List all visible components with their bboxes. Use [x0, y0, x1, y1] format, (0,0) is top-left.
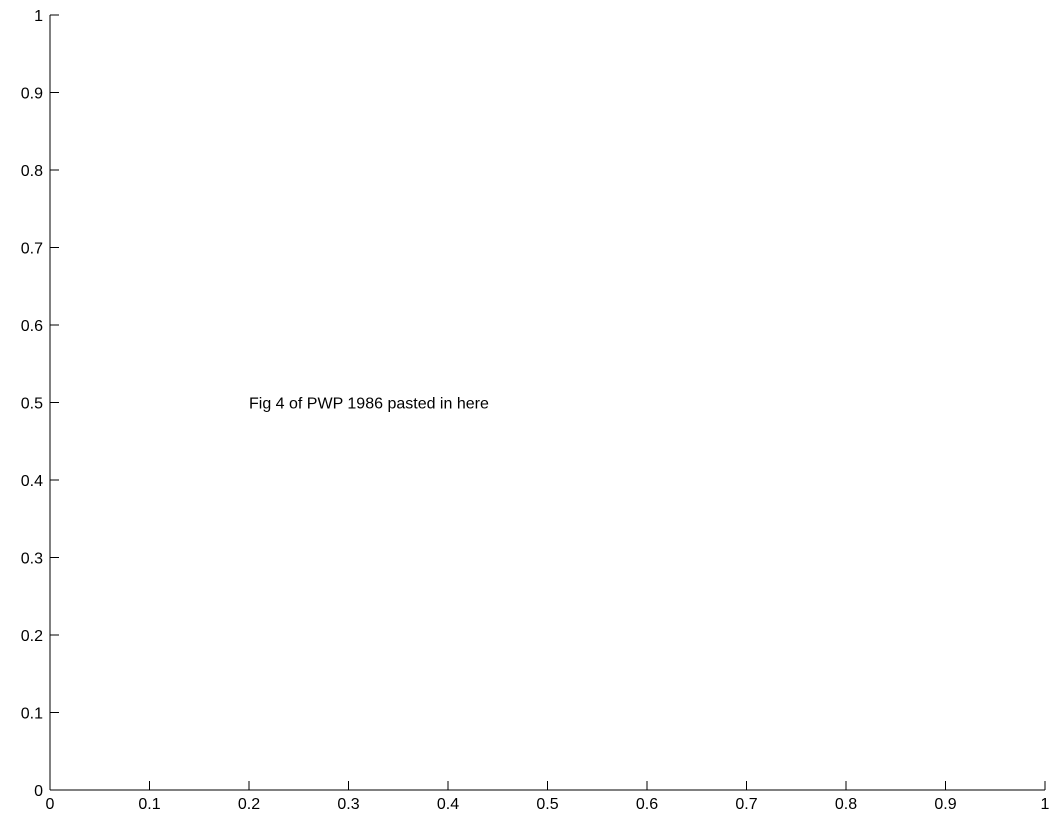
axes [49, 15, 1045, 791]
y-tick-label: 0.2 [21, 628, 43, 645]
y-tick-label: 0.1 [21, 706, 43, 723]
y-ticks: 0 0.1 0.2 0.3 0.4 0.5 0.6 0.7 0.8 0.9 1 [21, 8, 59, 800]
x-tick-label: 0.3 [337, 796, 359, 813]
x-tick-label: 0.1 [138, 796, 160, 813]
y-tick-label: 1 [34, 8, 43, 25]
x-tick-label: 0.8 [835, 796, 857, 813]
x-tick-label: 0.5 [536, 796, 558, 813]
y-tick-label: 0.7 [21, 241, 43, 258]
annotations: Fig 4 of PWP 1986 pasted in here [249, 396, 489, 413]
y-tick-label: 0 [34, 783, 43, 800]
x-tick-label: 0.6 [636, 796, 658, 813]
y-tick-label: 0.4 [21, 473, 43, 490]
x-tick-label: 0.4 [437, 796, 459, 813]
x-tick-label: 0.2 [238, 796, 260, 813]
x-ticks: 0 0.1 0.2 0.3 0.4 0.5 0.6 0.7 0.8 0.9 1 [46, 781, 1049, 813]
y-tick-label: 0.6 [21, 318, 43, 335]
x-tick-label: 1 [1041, 796, 1049, 813]
x-tick-label: 0.7 [735, 796, 757, 813]
y-tick-label: 0.9 [21, 86, 43, 103]
y-tick-label: 0.3 [21, 551, 43, 568]
y-tick-label: 0.8 [21, 163, 43, 180]
y-tick-label: 0.5 [21, 396, 43, 413]
x-tick-label: 0.9 [934, 796, 956, 813]
annotation-text: Fig 4 of PWP 1986 pasted in here [249, 396, 489, 413]
x-tick-label: 0 [46, 796, 55, 813]
